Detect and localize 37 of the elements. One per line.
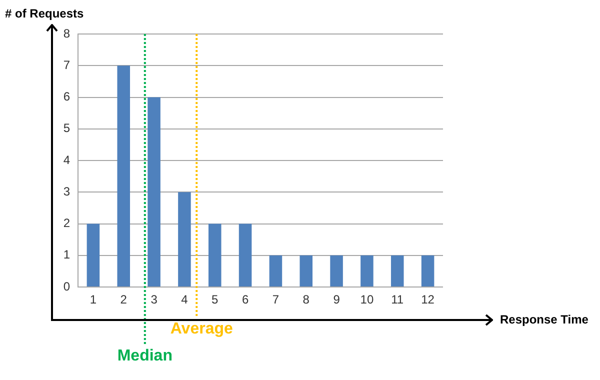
y-tick-label: 5	[63, 121, 70, 136]
x-tick-label: 9	[333, 292, 340, 307]
x-tick-label: 10	[360, 292, 374, 307]
bar	[86, 224, 100, 286]
y-tick-label: 2	[63, 216, 70, 230]
x-tick-label: 11	[391, 292, 404, 307]
x-tick-label: 8	[302, 292, 310, 307]
y-axis-title: # of Requests	[5, 6, 84, 20]
x-tick-label: 5	[212, 292, 219, 307]
y-tick-label: 1	[63, 248, 70, 262]
bar	[390, 255, 404, 286]
y-tick-label: 6	[63, 90, 70, 104]
x-tick-label: 12	[421, 292, 435, 307]
y-tick-label: 0	[63, 279, 70, 294]
bar	[178, 192, 191, 286]
ref-line-label: Average	[170, 320, 233, 338]
y-tick-label: 4	[63, 152, 70, 167]
ref-line-label: Median	[117, 347, 172, 364]
x-tick-label: 3	[150, 292, 158, 307]
bar	[117, 66, 130, 286]
bar	[360, 255, 374, 286]
y-tick-label: 8	[63, 26, 70, 40]
bar	[208, 224, 222, 286]
bar	[269, 255, 282, 286]
bar	[300, 255, 313, 286]
x-tick-label: 1	[90, 292, 97, 307]
x-axis-title: Response Time	[500, 312, 589, 326]
bar	[421, 255, 434, 286]
bar	[148, 97, 160, 286]
x-tick-label: 7	[272, 292, 280, 307]
x-tick-label: 6	[242, 292, 249, 307]
bar	[238, 224, 252, 286]
x-tick-label: 4	[181, 292, 188, 307]
bar	[330, 255, 343, 286]
x-tick-label: 2	[120, 292, 128, 307]
y-tick-label: 7	[63, 58, 70, 72]
y-tick-label: 3	[63, 184, 70, 198]
